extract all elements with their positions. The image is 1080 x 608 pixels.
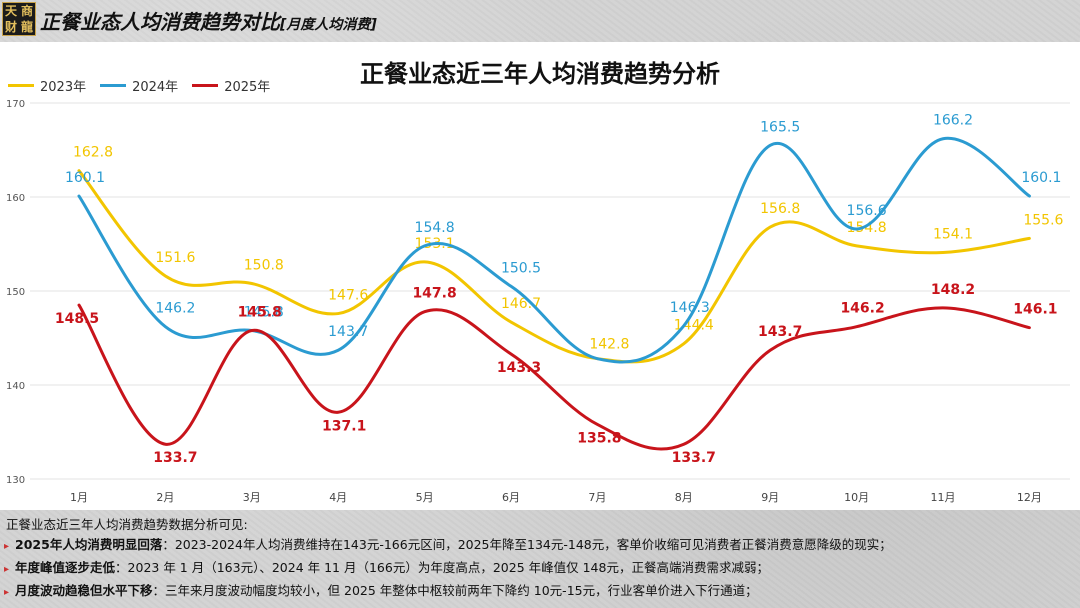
x-tick-label: 11月 <box>931 491 956 504</box>
data-label: 145.8 <box>244 304 284 320</box>
data-label: 154.1 <box>933 226 973 242</box>
data-label: 146.1 <box>1013 302 1057 318</box>
legend-item-2025: 2025年 <box>192 76 270 95</box>
data-label: 156.6 <box>847 203 887 219</box>
legend-label: 2024年 <box>132 80 179 95</box>
legend-item-2024: 2024年 <box>100 76 178 95</box>
data-label: 155.6 <box>1023 212 1063 228</box>
x-tick-label: 6月 <box>502 491 520 504</box>
y-tick-label: 140 <box>6 381 25 392</box>
x-tick-label: 8月 <box>675 491 693 504</box>
chart-title: 正餐业态近三年人均消费趋势分析 <box>360 60 720 88</box>
y-tick-label: 170 <box>6 99 25 110</box>
chart-panel: 130 140 150 160 170 1月 2月 3月 4月 5月 6月 7月 8月 9月 10月 11月 1… <box>0 42 1080 510</box>
data-label: 144.4 <box>674 318 714 334</box>
logo-char: 龍 <box>20 20 33 34</box>
page-header: 天 商 财 龍 正餐业态人均消费趋势对比[月度人均消费] <box>0 0 1080 40</box>
note-heading: 2025年人均消费明显回落 <box>15 537 163 552</box>
data-label: 160.1 <box>65 170 105 186</box>
data-label: 165.5 <box>760 119 800 135</box>
bullet-icon: ▸ <box>4 541 10 552</box>
note-heading: 月度波动趋稳但水平下移 <box>15 583 153 598</box>
logo-char: 财 <box>4 20 17 34</box>
line-chart: 130 140 150 160 170 1月 2月 3月 4月 5月 6月 7月 8月 9月 10月 11月 1… <box>6 99 1070 504</box>
legend-swatch <box>100 84 127 87</box>
data-label: 137.1 <box>322 418 366 434</box>
data-label: 133.7 <box>153 450 197 466</box>
data-label: 146.3 <box>670 300 710 316</box>
data-label: 162.8 <box>73 145 113 161</box>
page-subtitle: [月度人均消费] <box>280 17 377 33</box>
note-item: ▸ 2025年人均消费明显回落：2023-2024年人均消费维持在143元-166… <box>4 534 892 553</box>
data-label: 166.2 <box>933 113 973 129</box>
y-tick-label: 150 <box>6 287 25 298</box>
data-label: 147.8 <box>412 286 456 302</box>
y-tick-label: 160 <box>6 193 25 204</box>
note-item: ▸ 年度峰值逐步走低：2023 年 1 月（163元）、2024 年 11 月（1… <box>4 557 769 576</box>
legend-swatch <box>8 84 34 87</box>
x-tick-label: 12月 <box>1017 491 1042 504</box>
page-title-text: 正餐业态人均消费趋势对比 <box>40 10 280 34</box>
x-tick-label: 3月 <box>243 491 261 504</box>
data-label: 151.6 <box>155 250 195 266</box>
data-label: 143.7 <box>328 324 368 340</box>
data-label: 133.7 <box>672 450 716 466</box>
notes-intro: 正餐业态近三年人均消费趋势数据分析可见: <box>6 517 248 532</box>
note-text: ：2023-2024年人均消费维持在143元-166元区间，2025年降至134… <box>162 537 892 552</box>
bullet-icon: ▸ <box>4 587 10 598</box>
logo-char: 商 <box>20 4 33 18</box>
y-tick-label: 130 <box>6 475 25 486</box>
legend-swatch <box>192 84 219 87</box>
data-label: 135.8 <box>577 430 621 446</box>
chart-legend: 2023年 2024年 2025年 <box>8 76 270 95</box>
note-text: ：三年来月度波动幅度均较小，但 2025 年整体中枢较前两年下降约 10元-15… <box>152 583 758 598</box>
data-label: 143.7 <box>758 324 802 340</box>
analysis-notes: 正餐业态近三年人均消费趋势数据分析可见: ▸ 2025年人均消费明显回落：2023… <box>0 512 1080 608</box>
data-label: 145.8 <box>238 304 282 320</box>
bullet-icon: ▸ <box>4 564 10 575</box>
data-label: 146.2 <box>155 301 195 317</box>
note-text: ：2023 年 1 月（163元）、2024 年 11 月（166元）为年度高点… <box>115 560 769 575</box>
brand-logo: 天 商 财 龍 <box>2 2 36 36</box>
x-tick-label: 4月 <box>329 491 347 504</box>
data-label: 156.8 <box>760 201 800 217</box>
legend-item-2023: 2023年 <box>8 76 86 95</box>
data-label: 143.3 <box>497 360 541 376</box>
series-line <box>77 136 1031 364</box>
data-label: 148.5 <box>55 311 99 327</box>
data-label: 160.1 <box>1021 170 1061 186</box>
data-label: 150.5 <box>501 260 541 276</box>
legend-label: 2023年 <box>40 80 87 95</box>
x-tick-label: 1月 <box>70 491 88 504</box>
data-label: 146.7 <box>501 296 541 312</box>
x-tick-label: 2月 <box>156 491 174 504</box>
legend-label: 2025年 <box>224 80 271 95</box>
note-heading: 年度峰值逐步走低 <box>15 560 116 575</box>
x-tick-label: 10月 <box>844 491 869 504</box>
data-label: 142.8 <box>589 337 629 353</box>
data-label: 154.8 <box>415 220 455 236</box>
page-title: 正餐业态人均消费趋势对比[月度人均消费] <box>40 6 377 35</box>
data-label: 148.2 <box>931 282 975 298</box>
data-label: 150.8 <box>244 257 284 273</box>
x-tick-label: 9月 <box>761 491 779 504</box>
data-label: 146.2 <box>840 301 884 317</box>
x-tick-label: 5月 <box>416 491 434 504</box>
data-label: 147.6 <box>328 288 368 304</box>
x-tick-label: 7月 <box>588 491 606 504</box>
logo-char: 天 <box>4 4 17 18</box>
data-label: 154.8 <box>847 220 887 236</box>
note-item: ▸ 月度波动趋稳但水平下移：三年来月度波动幅度均较小，但 2025 年整体中枢较前… <box>4 580 758 599</box>
